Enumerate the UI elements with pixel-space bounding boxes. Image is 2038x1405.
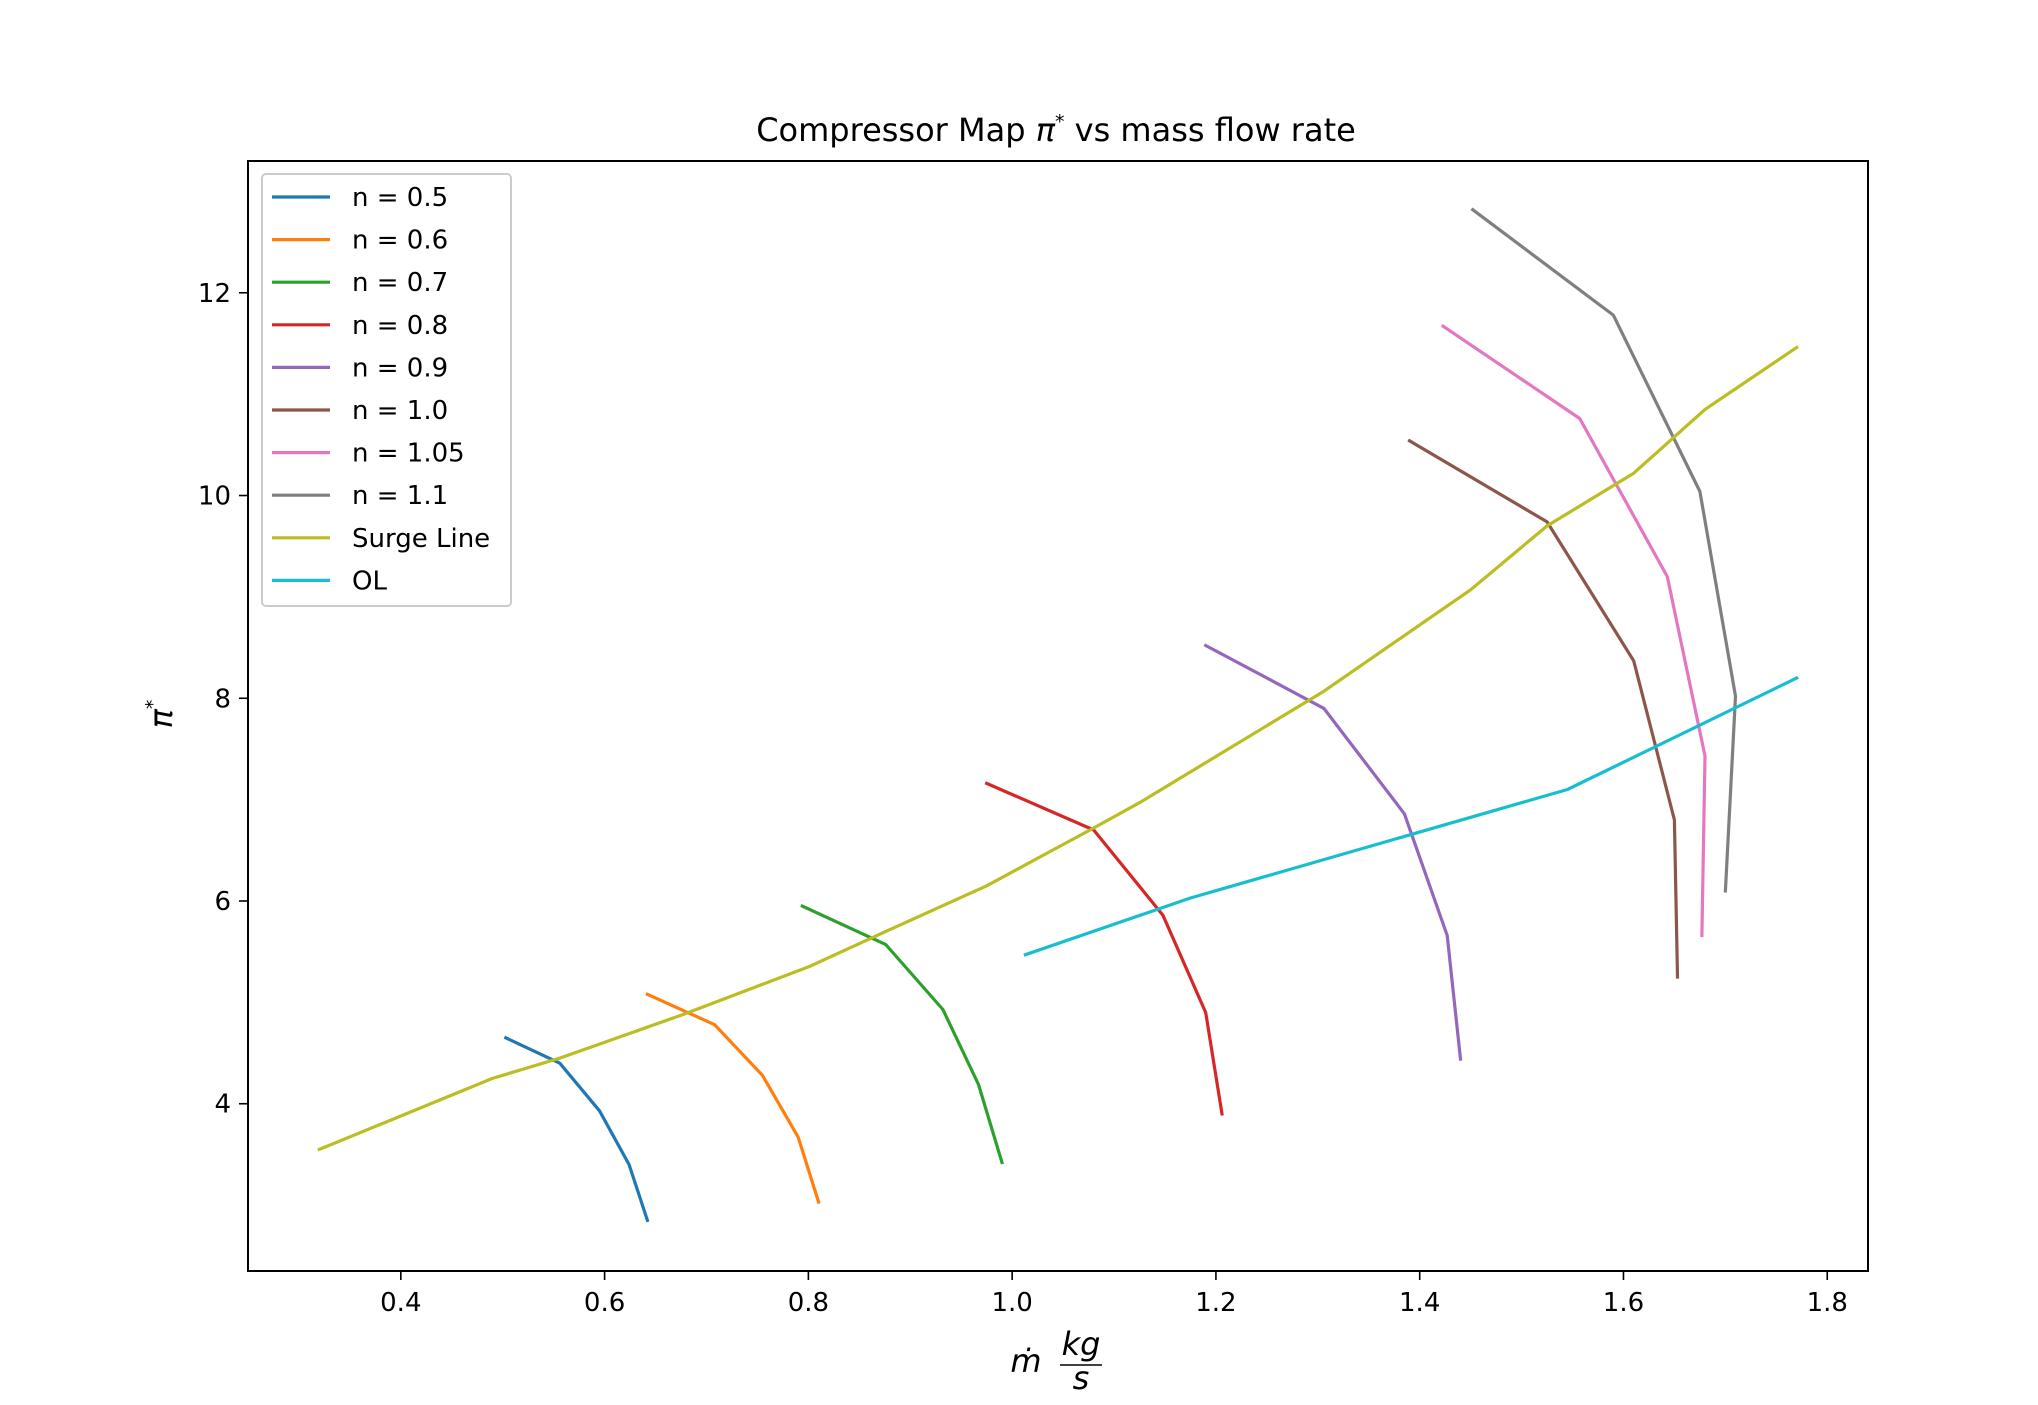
series-line-n-1-05 xyxy=(1440,323,1707,938)
series-line-n-0-7 xyxy=(800,903,1004,1165)
chart-title: Compressor Map π* vs mass flow rate xyxy=(756,111,1356,149)
legend-label: Surge Line xyxy=(352,524,490,554)
y-tick-label: 10 xyxy=(198,482,231,512)
legend-label: n = 1.1 xyxy=(352,481,448,511)
plot-area xyxy=(317,207,1799,1223)
x-tick-label: 1.2 xyxy=(1195,1288,1236,1318)
y-tick-label: 6 xyxy=(214,887,231,917)
y-tick-label: 8 xyxy=(214,684,231,714)
legend-label: n = 1.05 xyxy=(352,439,465,469)
series-line-surge-line xyxy=(317,345,1799,1152)
y-axis-label: π* xyxy=(142,700,180,729)
plot-frame xyxy=(247,160,1869,1272)
series-line-n-1-1 xyxy=(1470,207,1738,893)
series-line-n-1-0 xyxy=(1407,438,1680,979)
legend-label: OL xyxy=(352,566,387,596)
legend-label: n = 0.8 xyxy=(352,311,448,341)
y-tick-label: 12 xyxy=(198,279,231,309)
x-tick-label: 1.8 xyxy=(1807,1288,1848,1318)
y-tick-label: 4 xyxy=(214,1090,231,1120)
legend-label: n = 0.6 xyxy=(352,226,448,256)
legend: n = 0.5 n = 0.6 n = 0.7 n = 0.8 n = 0.9 n = 1… xyxy=(261,173,512,607)
x-axis-label-mdot: ṁ xyxy=(1010,1342,1041,1380)
series-line-n-0-8 xyxy=(984,781,1224,1116)
series-line-n-0-9 xyxy=(1203,643,1463,1061)
series-line-n-0-6 xyxy=(645,992,821,1205)
axes: 0.4 0.6 0.8 1.0 1.2 1.4 1.6 1.8 4 6 8 10 12 xyxy=(198,160,1869,1318)
x-axis-label-denominator: s xyxy=(1073,1359,1090,1397)
x-tick-label: 0.8 xyxy=(788,1288,829,1318)
series-line-n-0-5 xyxy=(503,1035,650,1223)
series-line-ol xyxy=(1023,675,1799,957)
x-tick-label: 1.4 xyxy=(1399,1288,1440,1318)
x-tick-label: 1.6 xyxy=(1603,1288,1644,1318)
legend-label: n = 1.0 xyxy=(352,396,448,426)
x-axis-label: ṁ kg s xyxy=(1010,1325,1102,1397)
legend-label: n = 0.5 xyxy=(352,183,448,213)
x-tick-label: 0.6 xyxy=(584,1288,625,1318)
legend-label: n = 0.9 xyxy=(352,353,448,383)
legend-label: n = 0.7 xyxy=(352,268,448,298)
x-axis-label-numerator: kg xyxy=(1062,1325,1101,1363)
x-tick-label: 1.0 xyxy=(991,1288,1032,1318)
x-tick-label: 0.4 xyxy=(380,1288,421,1318)
